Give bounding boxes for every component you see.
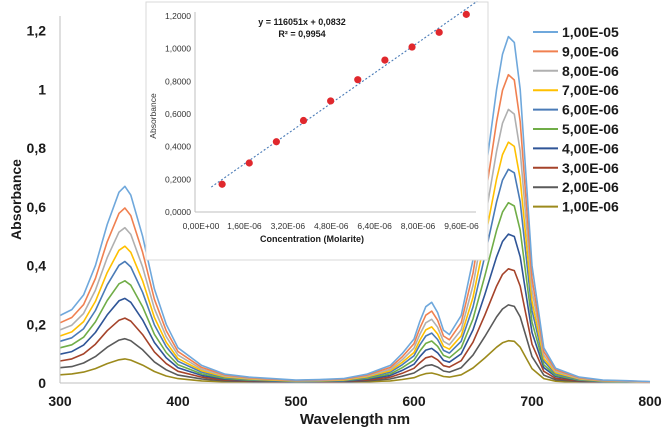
series-line-5 xyxy=(59,201,651,383)
inset-y-tick-label: 1,2000 xyxy=(165,11,191,21)
series-line-9 xyxy=(59,339,650,384)
legend-label: 4,00E-06 xyxy=(562,140,619,156)
inset-data-point xyxy=(462,10,470,18)
inset-equation: y = 116051x + 0,0832 xyxy=(258,17,346,27)
inset-data-point xyxy=(381,56,389,64)
legend: 1,00E-05 9,00E-06 8,00E-06 7,00E-06 6,00E-06… xyxy=(533,24,619,215)
inset-y-axis-title: Absorbance xyxy=(148,93,158,139)
inset-x-axis-title: Concentration (Molarite) xyxy=(260,234,364,244)
x-tick-label: 400 xyxy=(166,393,190,409)
y-tick-label: 1 xyxy=(38,81,46,97)
inset-background xyxy=(145,1,489,261)
y-tick-label: 0,2 xyxy=(27,316,47,332)
inset-y-tick-label: 0,4000 xyxy=(165,142,191,152)
inset-data-point xyxy=(327,97,335,105)
series-line-1 xyxy=(59,73,651,383)
calibration-inset: 0,0000 0,2000 0,4000 0,6000 0,8000 1,0000 1,20… xyxy=(145,0,489,261)
main-axes: 300 400 500 600 700 800 0 0,2 0,4 0,6 0,8 1 1,2 Wavel… xyxy=(8,16,662,428)
series-line-8 xyxy=(59,304,651,384)
inset-data-point xyxy=(408,43,416,51)
legend-label: 1,00E-06 xyxy=(562,199,619,215)
inset-x-tick-label: 9,60E-06 xyxy=(444,221,479,231)
y-tick-label: 0,6 xyxy=(27,199,47,215)
legend-label: 5,00E-06 xyxy=(562,121,619,137)
y-tick-label: 0 xyxy=(38,375,46,391)
y-axis-title: Absorbance xyxy=(8,159,24,240)
series-line-2 xyxy=(59,108,651,383)
absorbance-series-group xyxy=(59,35,651,384)
legend-label: 7,00E-06 xyxy=(562,82,619,98)
series-line-4 xyxy=(59,168,651,383)
legend-label: 9,00E-06 xyxy=(562,43,619,59)
series-line-3 xyxy=(59,141,651,383)
x-axis-title: Wavelength nm xyxy=(300,411,410,427)
inset-data-point xyxy=(354,76,362,84)
inset-data-point xyxy=(435,28,443,36)
x-tick-label: 800 xyxy=(638,393,662,409)
x-tick-label: 300 xyxy=(48,393,72,409)
inset-y-tick-label: 0,0000 xyxy=(165,207,191,217)
y-tick-label: 0,8 xyxy=(27,140,47,156)
y-tick-label: 0,4 xyxy=(27,258,47,274)
inset-y-tick-label: 0,8000 xyxy=(165,76,191,86)
inset-y-tick-label: 0,6000 xyxy=(165,109,191,119)
inset-x-tick-label: 6,40E-06 xyxy=(357,221,392,231)
series-line-7 xyxy=(59,268,651,384)
legend-label: 6,00E-06 xyxy=(562,102,619,118)
inset-data-point xyxy=(245,159,253,167)
inset-x-tick-label: 3,20E-06 xyxy=(271,221,306,231)
inset-x-tick-label: 1,60E-06 xyxy=(227,221,262,231)
series-line-0 xyxy=(59,35,651,383)
x-tick-label: 500 xyxy=(284,393,308,409)
inset-data-point xyxy=(272,138,280,146)
inset-x-tick-label: 0,00E+00 xyxy=(183,221,220,231)
inset-y-tick-label: 1,0000 xyxy=(165,44,191,54)
inset-y-tick-label: 0,2000 xyxy=(165,174,191,184)
x-tick-label: 600 xyxy=(402,393,426,409)
x-tick-label: 700 xyxy=(520,393,544,409)
legend-label: 2,00E-06 xyxy=(562,179,619,195)
legend-label: 8,00E-06 xyxy=(562,63,619,79)
inset-data-point xyxy=(218,180,226,188)
y-tick-label: 1,2 xyxy=(27,23,47,39)
inset-data-point xyxy=(299,116,308,125)
legend-label: 3,00E-06 xyxy=(562,160,619,176)
legend-label: 1,00E-05 xyxy=(562,24,619,40)
inset-x-tick-label: 4,80E-06 xyxy=(314,221,349,231)
inset-r-squared: R² = 0,9954 xyxy=(278,29,325,39)
series-line-6 xyxy=(59,233,651,384)
inset-x-tick-label: 8,00E-06 xyxy=(401,221,436,231)
